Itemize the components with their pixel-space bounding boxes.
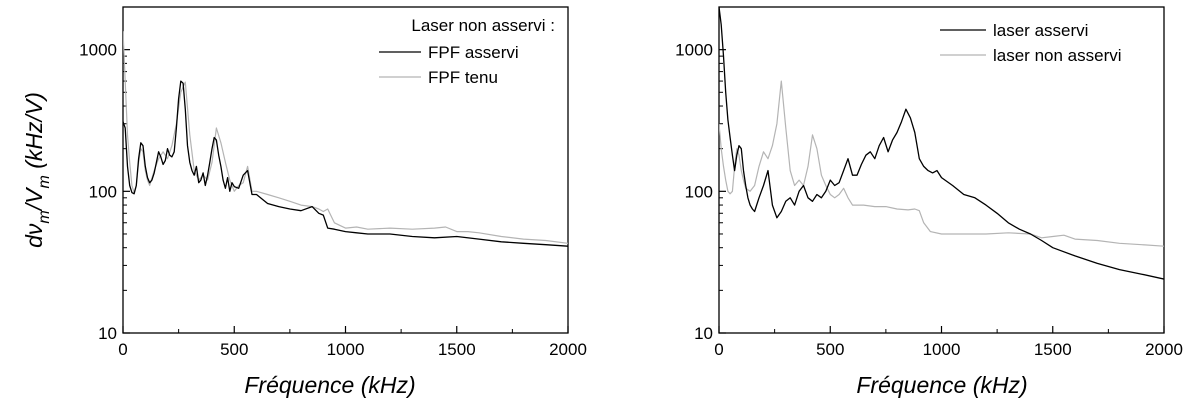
x-tick-label: 2000 <box>549 340 587 359</box>
legend: Laser non asservi : FPF asservi FPF tenu <box>379 16 555 87</box>
x-tick-label: 1500 <box>438 340 476 359</box>
series-group <box>123 31 568 247</box>
x-tick-label: 500 <box>220 340 248 359</box>
y-tick-label: 100 <box>89 182 117 201</box>
legend: laser asservi laser non asservi <box>940 21 1122 65</box>
x-tick-label: 1000 <box>327 340 365 359</box>
y-ticks: 10 100 1000 <box>79 41 130 343</box>
series-line-1 <box>123 31 568 244</box>
y-axis-title: dνm/Vm (kHz/V) <box>21 92 53 248</box>
x-tick-label: 2000 <box>1145 340 1183 359</box>
ylabel-units: (kHz/V) <box>21 92 47 175</box>
legend-label-series-1: laser non asservi <box>993 46 1122 65</box>
ylabel-v: /V <box>21 186 47 212</box>
y-tick-label: 10 <box>694 324 713 343</box>
series-group <box>719 7 1164 280</box>
y-tick-label: 100 <box>685 182 713 201</box>
ylabel-d: d <box>21 234 47 248</box>
series-line-0 <box>123 80 568 247</box>
x-ticks: 0 500 1000 1500 2000 <box>714 326 1183 359</box>
right-chart: 0 500 1000 1500 2000 10 100 1000 Fréquence (kH… <box>675 6 1183 398</box>
series-line-0 <box>719 7 1164 280</box>
y-tick-label: 1000 <box>675 41 713 60</box>
legend-label-series-0: FPF asservi <box>428 43 519 62</box>
ylabel-sub-m2: m <box>36 175 53 188</box>
x-axis-title: Fréquence (kHz) <box>856 372 1027 398</box>
ylabel-sub-m: m <box>36 210 53 223</box>
ylabel-nu: ν <box>21 223 47 235</box>
legend-label-series-1: FPF tenu <box>428 68 498 87</box>
y-tick-label: 10 <box>98 324 117 343</box>
y-tick-label: 1000 <box>79 41 117 60</box>
legend-title: Laser non asservi : <box>411 16 555 35</box>
x-tick-label: 0 <box>714 340 723 359</box>
x-axis-title: Fréquence (kHz) <box>244 372 415 398</box>
series-line-1 <box>719 80 1164 247</box>
x-tick-label: 1000 <box>923 340 961 359</box>
legend-label-series-0: laser asservi <box>993 21 1088 40</box>
x-tick-label: 0 <box>118 340 127 359</box>
x-ticks: 0 500 1000 1500 2000 <box>118 326 587 359</box>
x-tick-label: 500 <box>816 340 844 359</box>
y-ticks: 10 100 1000 <box>675 41 726 343</box>
x-tick-label: 1500 <box>1034 340 1072 359</box>
